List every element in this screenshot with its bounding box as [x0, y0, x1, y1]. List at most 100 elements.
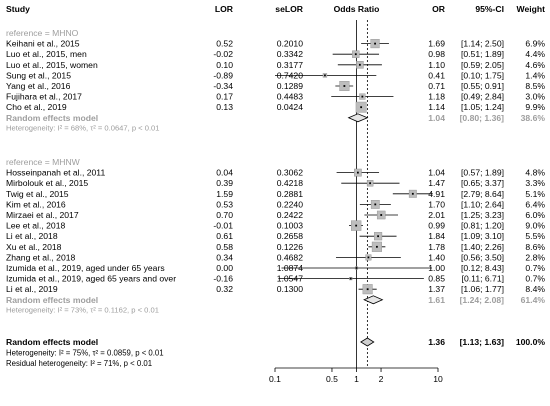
study-lor: -0.01 — [213, 221, 233, 231]
study-weight: 9.9% — [525, 102, 545, 112]
study-or: 1.04 — [428, 168, 445, 178]
study-weight: 8.5% — [525, 81, 545, 91]
study-name: Kim et al., 2016 — [6, 199, 66, 209]
study-or: 0.41 — [428, 70, 445, 80]
subgroup-summary-label: Random effects model — [6, 295, 98, 305]
overall-summary-or: 1.36 — [428, 337, 445, 347]
study-or: 1.70 — [428, 199, 445, 209]
study-ci: [0.11; 6.71] — [462, 274, 504, 284]
study-or: 4.91 — [428, 189, 445, 199]
overall-summary-label: Random effects model — [6, 337, 98, 347]
study-name: Luo et al., 2015, men — [6, 49, 87, 59]
header-ci: 95%-CI — [475, 4, 504, 14]
study-weight: 3.3% — [525, 178, 545, 188]
study-name: Mirzaei et al., 2017 — [6, 210, 79, 220]
study-box-center — [374, 42, 376, 45]
x-axis-tick-label: 0.5 — [326, 374, 338, 384]
study-box-center — [411, 192, 414, 195]
subgroup-summary-or: 1.04 — [428, 113, 445, 123]
study-box-center — [367, 256, 370, 259]
study-box-center — [380, 214, 383, 216]
subgroup-summary-diamond — [363, 295, 384, 305]
study-or: 2.01 — [428, 210, 445, 220]
study-box-center — [376, 245, 378, 248]
study-selor: 0.2422 — [277, 210, 304, 220]
x-axis-tick-label: 1 — [354, 374, 359, 384]
study-selor: 0.1289 — [277, 81, 304, 91]
study-weight: 9.0% — [525, 221, 545, 231]
study-box-center — [366, 288, 369, 291]
header-odds-ratio: Odds Ratio — [334, 4, 380, 14]
study-box-center — [355, 267, 358, 269]
study-lor: 0.61 — [216, 231, 233, 241]
study-box-center — [374, 203, 377, 206]
study-name: Yang et al., 2016 — [6, 81, 71, 91]
header-or: OR — [432, 4, 446, 14]
header-weight: Weight — [517, 4, 546, 14]
study-or: 1.47 — [428, 178, 445, 188]
subgroup-summary-label: Random effects model — [6, 113, 98, 123]
study-lor: 0.34 — [216, 252, 233, 262]
study-name: Hosseinpanah et al., 2011 — [6, 168, 105, 178]
study-name: Twig et al., 2015 — [6, 189, 69, 199]
study-weight: 6.4% — [525, 199, 545, 209]
study-ci: [1.10; 2.64] — [461, 199, 504, 209]
study-weight: 8.4% — [525, 284, 545, 294]
study-weight: 1.4% — [525, 70, 545, 80]
study-lor: -0.89 — [213, 70, 233, 80]
study-ci: [0.57; 1.89] — [461, 168, 504, 178]
study-selor: 0.1226 — [277, 242, 304, 252]
study-or: 1.78 — [428, 242, 445, 252]
study-weight: 4.6% — [525, 60, 545, 70]
study-box-center — [361, 95, 364, 98]
group-label: reference = MHNO — [6, 28, 79, 38]
study-selor: 0.1003 — [277, 221, 304, 231]
study-box-center — [369, 182, 372, 185]
study-lor: 0.52 — [216, 39, 233, 49]
overall-summary-diamond — [360, 337, 375, 347]
study-box-center — [343, 85, 346, 87]
subgroup-summary-weight: 38.6% — [521, 113, 546, 123]
header-selor: seLOR — [275, 4, 303, 14]
study-or: 1.40 — [428, 252, 445, 262]
study-weight: 2.8% — [525, 252, 545, 262]
study-ci: [0.12; 8.43] — [461, 263, 504, 273]
study-name: Keihani et al., 2015 — [6, 39, 80, 49]
study-lor: 0.58 — [216, 242, 233, 252]
study-ci: [0.59; 2.05] — [461, 60, 504, 70]
study-or: 0.99 — [428, 221, 445, 231]
study-selor: 0.2881 — [277, 189, 304, 199]
study-name: Lee et al., 2018 — [6, 221, 65, 231]
study-lor: -0.34 — [213, 81, 233, 91]
study-weight: 3.0% — [525, 92, 545, 102]
x-axis-tick-label: 10 — [433, 374, 443, 384]
study-or: 1.69 — [428, 39, 445, 49]
study-name: Mirbolouk et al., 2015 — [6, 178, 88, 188]
study-name: Cho et al., 2019 — [6, 102, 67, 112]
study-name: Izumida et al., 2019, aged under 65 year… — [6, 263, 165, 273]
study-weight: 4.4% — [525, 49, 545, 59]
study-box-center — [360, 106, 363, 109]
study-selor: 0.2658 — [277, 231, 304, 241]
study-or: 1.84 — [428, 231, 445, 241]
study-selor: 0.3062 — [277, 168, 304, 178]
study-box-center — [377, 235, 379, 238]
study-ci: [0.56; 3.50] — [461, 252, 504, 262]
study-selor: 0.2010 — [277, 39, 304, 49]
overall-summary-ci: [1.13; 1.63] — [460, 337, 505, 347]
study-ci: [1.25; 3.23] — [461, 210, 504, 220]
overall-summary-weight: 100.0% — [516, 337, 546, 347]
study-ci: [1.40; 2.26] — [461, 242, 504, 252]
study-ci: [2.79; 8.64] — [461, 189, 504, 199]
study-weight: 5.1% — [525, 189, 545, 199]
study-or: 1.00 — [428, 263, 445, 273]
study-selor: 0.1300 — [277, 284, 304, 294]
study-weight: 0.7% — [525, 274, 545, 284]
study-selor: 0.4682 — [277, 252, 304, 262]
subgroup-heterogeneity: Heterogeneity: I² = 73%, τ² = 0.1162, p … — [6, 305, 159, 314]
study-name: Li et al., 2018 — [6, 231, 58, 241]
study-box-center — [349, 277, 352, 280]
study-selor: 0.0424 — [277, 102, 304, 112]
study-lor: 1.59 — [216, 189, 233, 199]
